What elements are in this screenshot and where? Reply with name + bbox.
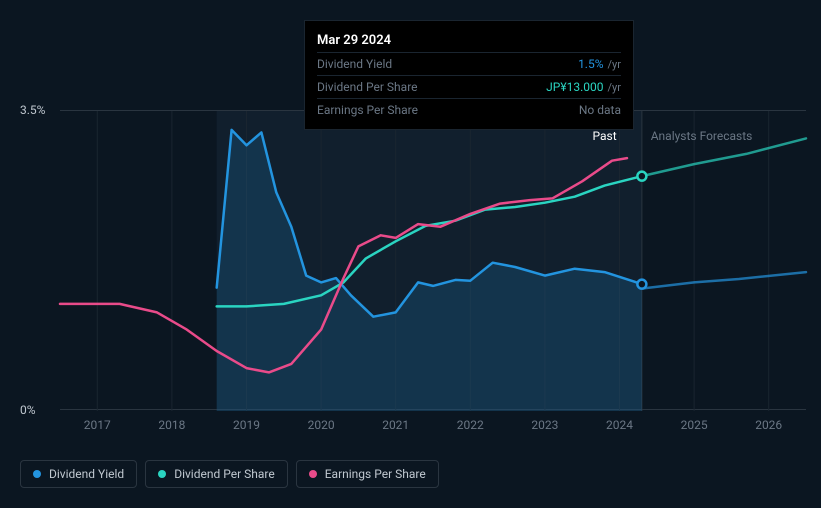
tooltip-row-value: 1.5% xyxy=(578,57,603,71)
legend-dot-icon xyxy=(158,470,166,478)
chart-legend: Dividend Yield Dividend Per Share Earnings… xyxy=(20,460,439,488)
chart-region-label: Analysts Forecasts xyxy=(651,129,753,143)
legend-label: Dividend Yield xyxy=(49,467,124,481)
tooltip-row-nodata: No data xyxy=(579,103,621,117)
y-axis-tick: 0% xyxy=(20,403,36,417)
tooltip-row-value: JP¥13.000 xyxy=(546,80,603,94)
x-axis-tick: 2020 xyxy=(308,418,335,432)
legend-dot-icon xyxy=(33,470,41,478)
legend-label: Earnings Per Share xyxy=(325,467,426,481)
chart-plot[interactable]: Past Analysts Forecasts xyxy=(60,110,806,410)
dividend-chart: Mar 29 2024 Dividend Yield1.5%/yrDividen… xyxy=(0,0,821,508)
tooltip-row: Earnings Per Share No data xyxy=(317,98,621,121)
legend-item[interactable]: Dividend Per Share xyxy=(145,460,288,488)
x-axis-tick: 2024 xyxy=(606,418,633,432)
tooltip-row-label: Dividend Yield xyxy=(317,57,392,71)
chart-area: 0%3.5% PastAnalysts Forecasts 2017201820… xyxy=(20,110,806,410)
x-axis-tick: 2026 xyxy=(755,418,782,432)
x-axis-tick: 2017 xyxy=(84,418,111,432)
x-axis-tick: 2019 xyxy=(233,418,260,432)
x-axis-tick: 2023 xyxy=(531,418,558,432)
legend-item[interactable]: Earnings Per Share xyxy=(296,460,439,488)
x-axis-tick: 2025 xyxy=(681,418,708,432)
x-axis-tick: 2018 xyxy=(158,418,185,432)
y-axis-tick: 3.5% xyxy=(20,103,45,117)
tooltip-row-unit: /yr xyxy=(608,58,621,71)
legend-dot-icon xyxy=(309,470,317,478)
tooltip-row-unit: /yr xyxy=(608,81,621,94)
legend-item[interactable]: Dividend Yield xyxy=(20,460,137,488)
tooltip-date: Mar 29 2024 xyxy=(317,29,621,52)
tooltip-row: Dividend Per Share JP¥13.000/yr xyxy=(317,75,621,98)
tooltip-row-label: Earnings Per Share xyxy=(317,103,418,117)
x-axis-tick: 2021 xyxy=(382,418,409,432)
chart-tooltip: Mar 29 2024 Dividend Yield1.5%/yrDividen… xyxy=(304,20,634,130)
chart-region-label: Past xyxy=(593,129,617,143)
tooltip-row-label: Dividend Per Share xyxy=(317,80,418,94)
x-axis-tick: 2022 xyxy=(457,418,484,432)
x-axis: 2017 2018 2019 2020 2021 2022 2023 2024 2025 2026 xyxy=(20,418,806,438)
tooltip-row: Dividend Yield 1.5% /yr xyxy=(317,52,621,75)
legend-label: Dividend Per Share xyxy=(174,467,275,481)
